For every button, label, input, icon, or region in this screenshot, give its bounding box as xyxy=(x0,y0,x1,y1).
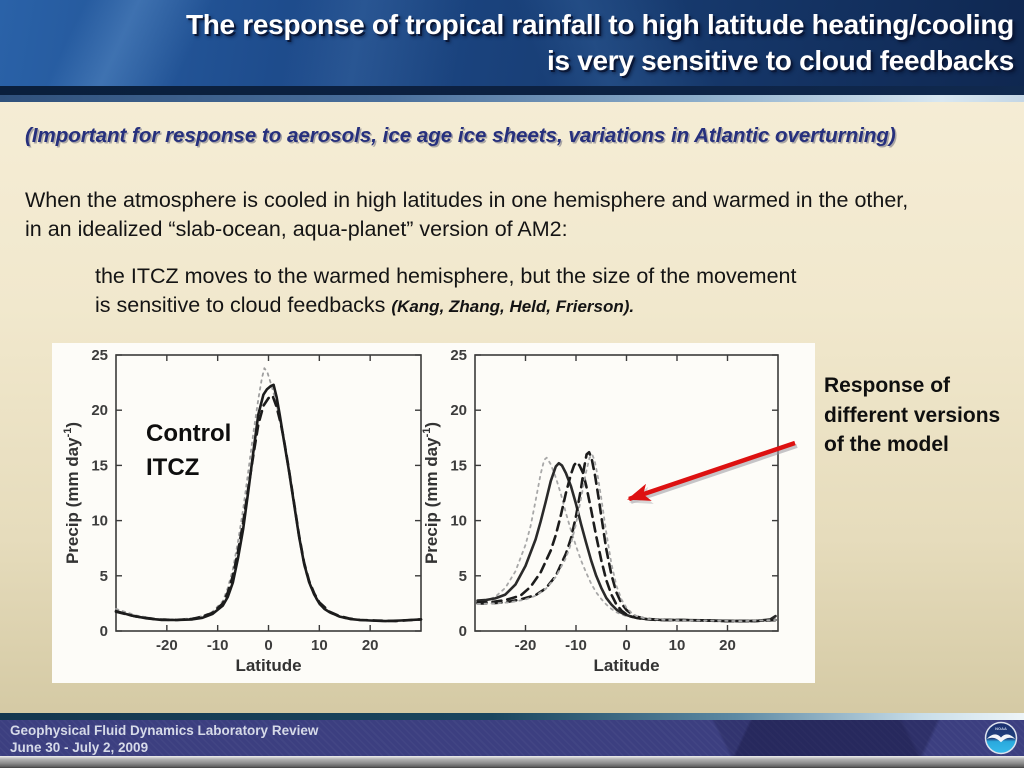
control-itcz-label: Control ITCZ xyxy=(146,420,232,481)
body-paragraph-line1: When the atmosphere is cooled in high la… xyxy=(25,188,909,212)
svg-text:Latitude: Latitude xyxy=(593,656,659,675)
svg-text:25: 25 xyxy=(450,347,467,364)
svg-text:0: 0 xyxy=(100,623,108,640)
svg-text:10: 10 xyxy=(91,513,108,530)
svg-text:20: 20 xyxy=(91,402,108,419)
footer-band: Geophysical Fluid Dynamics Laboratory Re… xyxy=(0,720,1024,756)
slide-footer: Geophysical Fluid Dynamics Laboratory Re… xyxy=(0,713,1024,768)
footer-review-dates: June 30 - July 2, 2009 xyxy=(10,740,149,755)
svg-text:10: 10 xyxy=(311,637,328,654)
body-paragraph: When the atmosphere is cooled in high la… xyxy=(25,186,1010,243)
svg-text:0: 0 xyxy=(622,637,630,654)
svg-text:20: 20 xyxy=(719,637,736,654)
svg-text:Precip (mm day-1): Precip (mm day-1) xyxy=(421,422,441,564)
body-paragraph-line2: in an idealized “slab-ocean, aqua-planet… xyxy=(25,216,568,241)
svg-text:15: 15 xyxy=(91,457,108,474)
response-annotation: Response of different versions of the mo… xyxy=(824,374,1001,456)
svg-text:5: 5 xyxy=(100,568,108,585)
noaa-logo-text: NOAA xyxy=(995,726,1007,731)
slide-header: The response of tropical rainfall to hig… xyxy=(0,0,1024,102)
footer-gray-stripe xyxy=(0,756,1024,768)
svg-text:15: 15 xyxy=(450,457,467,474)
svg-text:20: 20 xyxy=(362,637,379,654)
svg-text:Latitude: Latitude xyxy=(235,656,301,675)
footer-review-title: Geophysical Fluid Dynamics Laboratory Re… xyxy=(10,723,319,738)
noaa-seagull-icon xyxy=(986,734,1016,743)
figure-panel: -20 -10 0 10 20 0 5 10 15 20 25 Latitude Precip (mm … xyxy=(52,343,815,683)
svg-text:5: 5 xyxy=(459,568,467,585)
indented-statement: the ITCZ moves to the warmed hemisphere,… xyxy=(95,262,975,321)
slide-title-line1: The response of tropical rainfall to hig… xyxy=(185,9,1014,40)
footer-teal-stripe xyxy=(0,713,1024,720)
svg-text:-10: -10 xyxy=(207,637,229,654)
footer-text: Geophysical Fluid Dynamics Laboratory Re… xyxy=(10,722,318,756)
svg-text:20: 20 xyxy=(450,402,467,419)
svg-text:10: 10 xyxy=(450,513,467,530)
svg-text:10: 10 xyxy=(669,637,686,654)
svg-text:0: 0 xyxy=(459,623,467,640)
header-bottom-stripe xyxy=(0,95,1024,102)
slide-title-line2: is very sensitive to cloud feedbacks xyxy=(547,45,1014,76)
svg-text:-20: -20 xyxy=(156,637,178,654)
slide-title: The response of tropical rainfall to hig… xyxy=(0,7,1014,79)
svg-text:25: 25 xyxy=(91,347,108,364)
indented-statement-line2: is sensitive to cloud feedbacks xyxy=(95,292,386,317)
indented-statement-line1: the ITCZ moves to the warmed hemisphere,… xyxy=(95,264,797,288)
slide-subtitle: (Important for response to aerosols, ice… xyxy=(25,124,896,147)
header-navy-band xyxy=(0,86,1024,95)
svg-text:Precip (mm day-1): Precip (mm day-1) xyxy=(62,422,82,564)
precip-latitude-charts: -20 -10 0 10 20 0 5 10 15 20 25 Latitude Precip (mm … xyxy=(62,347,779,675)
svg-text:-10: -10 xyxy=(565,637,587,654)
svg-text:0: 0 xyxy=(264,637,272,654)
noaa-logo-icon: NOAA xyxy=(984,721,1018,755)
citation-text: (Kang, Zhang, Held, Frierson). xyxy=(391,296,635,316)
svg-text:-20: -20 xyxy=(515,637,537,654)
